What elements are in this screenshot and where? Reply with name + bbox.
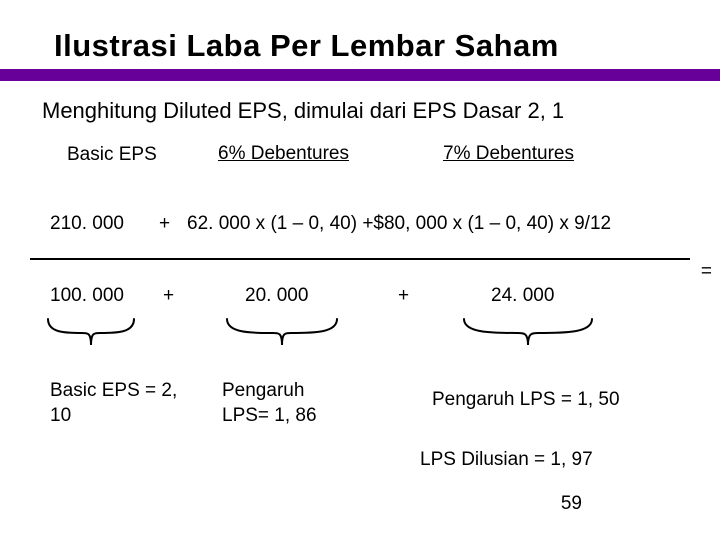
slide-title: Ilustrasi Laba Per Lembar Saham xyxy=(54,28,559,64)
brace-mid-icon xyxy=(223,315,341,357)
denominator-plus1: + xyxy=(163,285,174,307)
brace-basic-icon xyxy=(44,315,138,357)
brace-right-icon xyxy=(460,315,596,357)
title-underline-bar xyxy=(0,69,720,81)
numerator-basic: 210. 000 xyxy=(50,213,124,235)
denominator-plus2: + xyxy=(398,285,409,307)
denominator-mid: 20. 000 xyxy=(245,285,308,307)
numerator-plus1: + xyxy=(159,213,170,235)
col-header-7pct: 7% Debentures xyxy=(443,143,574,165)
denominator-right: 24. 000 xyxy=(491,285,554,307)
result-lps-dilusian: LPS Dilusian = 1, 97 xyxy=(420,449,593,471)
annotation-mid: Pengaruh LPS= 1, 86 xyxy=(222,379,342,428)
subtitle: Menghitung Diluted EPS, dimulai dari EPS… xyxy=(42,98,564,124)
denominator-basic: 100. 000 xyxy=(50,285,124,307)
annotation-right: Pengaruh LPS = 1, 50 xyxy=(432,389,620,411)
annotation-basic-eps: Basic EPS = 2, 10 xyxy=(50,379,190,428)
equals-sign: = xyxy=(701,261,712,283)
col-header-basic-eps: Basic EPS xyxy=(67,143,157,167)
col-header-6pct: 6% Debentures xyxy=(218,143,349,165)
numerator-expression: 62. 000 x (1 – 0, 40) +$80, 000 x (1 – 0… xyxy=(187,213,611,235)
fraction-line xyxy=(30,258,690,260)
page-number: 59 xyxy=(561,493,582,515)
